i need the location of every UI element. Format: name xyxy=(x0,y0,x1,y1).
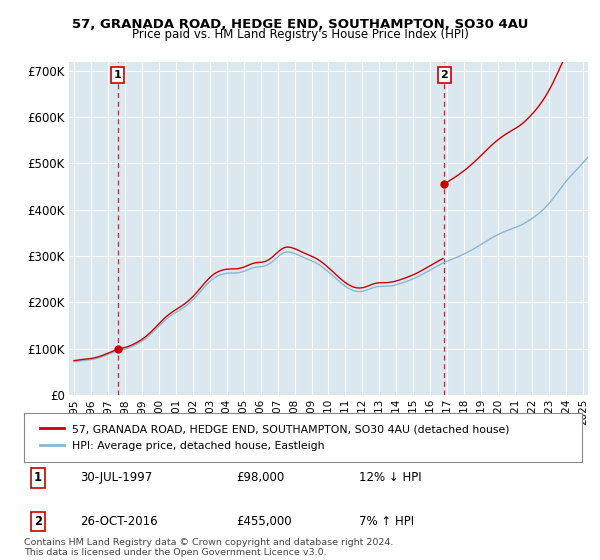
Text: 1: 1 xyxy=(34,472,42,484)
Text: 2: 2 xyxy=(440,70,448,80)
Text: 26-OCT-2016: 26-OCT-2016 xyxy=(80,515,157,528)
Legend: 57, GRANADA ROAD, HEDGE END, SOUTHAMPTON, SO30 4AU (detached house), HPI: Averag: 57, GRANADA ROAD, HEDGE END, SOUTHAMPTON… xyxy=(35,419,515,456)
Text: 2: 2 xyxy=(34,515,42,528)
Text: £98,000: £98,000 xyxy=(236,472,284,484)
Text: 57, GRANADA ROAD, HEDGE END, SOUTHAMPTON, SO30 4AU: 57, GRANADA ROAD, HEDGE END, SOUTHAMPTON… xyxy=(72,18,528,31)
Text: 7% ↑ HPI: 7% ↑ HPI xyxy=(359,515,414,528)
Text: 12% ↓ HPI: 12% ↓ HPI xyxy=(359,472,421,484)
Text: Contains HM Land Registry data © Crown copyright and database right 2024.
This d: Contains HM Land Registry data © Crown c… xyxy=(24,538,394,557)
Text: Price paid vs. HM Land Registry's House Price Index (HPI): Price paid vs. HM Land Registry's House … xyxy=(131,28,469,41)
Text: £455,000: £455,000 xyxy=(236,515,292,528)
Text: 1: 1 xyxy=(114,70,122,80)
Text: 30-JUL-1997: 30-JUL-1997 xyxy=(80,472,152,484)
